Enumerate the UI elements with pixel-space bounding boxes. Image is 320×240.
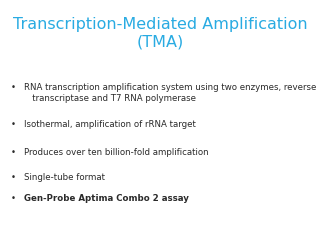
Text: •: • [11, 173, 16, 182]
Text: Transcription-Mediated Amplification
(TMA): Transcription-Mediated Amplification (TM… [13, 17, 307, 50]
Text: RNA transcription amplification system using two enzymes, reverse
   transcripta: RNA transcription amplification system u… [24, 83, 316, 103]
Text: Gen-Probe Aptima Combo 2 assay: Gen-Probe Aptima Combo 2 assay [24, 194, 189, 204]
Text: •: • [11, 120, 16, 129]
Text: •: • [11, 83, 16, 92]
Text: Single-tube format: Single-tube format [24, 173, 105, 182]
Text: Isothermal, amplification of rRNA target: Isothermal, amplification of rRNA target [24, 120, 196, 129]
Text: •: • [11, 194, 16, 204]
Text: Produces over ten billion-fold amplification: Produces over ten billion-fold amplifica… [24, 148, 209, 156]
Text: •: • [11, 148, 16, 156]
